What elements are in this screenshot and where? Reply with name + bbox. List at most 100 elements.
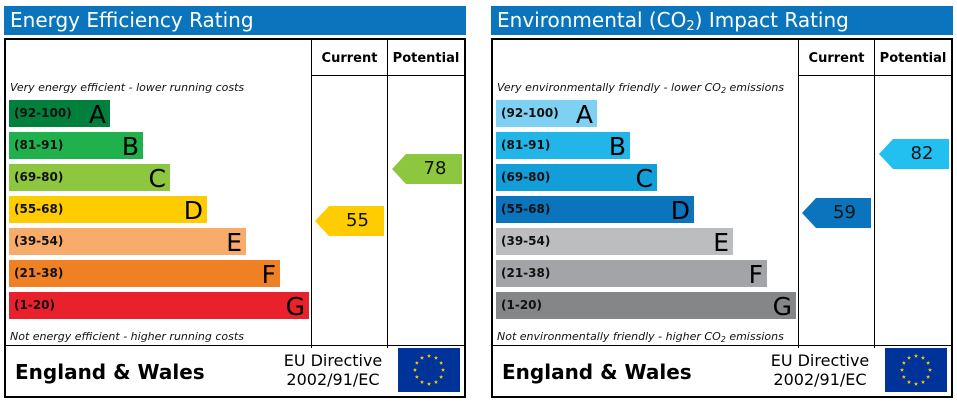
environmental-title: Environmental (CO2) Impact Rating: [491, 6, 953, 35]
energy-frame: Current Potential Very energy efficient …: [4, 38, 466, 398]
band-range: (39-54): [14, 234, 64, 248]
band-c: (69-80) C: [9, 164, 170, 193]
flag-star: [901, 374, 906, 379]
environmental-frame: Current Potential Very environmentally f…: [491, 38, 953, 398]
band-a: (92-100) A: [9, 100, 110, 129]
flag-star: [901, 360, 906, 365]
flag-star: [426, 381, 432, 386]
flag-star: [906, 379, 912, 384]
caption-subscript: 2: [720, 86, 727, 95]
band-d: (55-68) D: [9, 196, 207, 225]
band-d: (55-68) D: [496, 196, 694, 225]
flag-star: [440, 367, 446, 372]
band-letter: E: [713, 228, 729, 257]
band-letter: D: [670, 196, 690, 225]
flag-star: [439, 360, 444, 365]
title-prefix: Environmental (CO: [497, 8, 687, 32]
divider: [311, 75, 464, 76]
flag-star: [920, 379, 926, 384]
flag-star: [920, 355, 926, 360]
band-range: (92-100): [14, 106, 72, 120]
band-range: (81-91): [501, 138, 551, 152]
band-range: (1-20): [501, 298, 542, 312]
flag-star: [433, 355, 439, 360]
environmental-impact-panel: Environmental (CO2) Impact Rating Curren…: [491, 0, 953, 404]
top-caption: Very energy efficient - lower running co…: [10, 81, 245, 94]
band-letter: F: [261, 260, 276, 289]
divider: [387, 40, 388, 348]
caption-prefix: Not environmentally friendly - higher CO: [497, 330, 721, 343]
flag-star: [414, 374, 419, 379]
band-letter: A: [575, 100, 593, 129]
caption-subscript: 2: [720, 335, 726, 344]
bottom-caption: Not environmentally friendly - higher CO…: [497, 330, 784, 344]
band-c: (69-80) C: [496, 164, 657, 193]
caption-suffix: emissions: [726, 81, 785, 94]
band-letter: C: [635, 164, 653, 193]
band-range: (69-80): [14, 170, 64, 184]
title-subscript: 2: [686, 19, 695, 34]
flag-star: [927, 367, 933, 372]
band-range: (81-91): [14, 138, 64, 152]
band-letter: G: [772, 292, 792, 321]
band-letter: A: [88, 100, 106, 129]
flag-star: [913, 353, 919, 358]
potential-rating-value: 78: [423, 158, 447, 179]
caption-prefix: Very environmentally friendly - lower CO: [497, 81, 721, 94]
divider: [6, 345, 464, 346]
flag-star: [419, 379, 425, 384]
band-f: (21-38) F: [9, 260, 280, 289]
current-column-header: Current: [321, 51, 378, 66]
band-range: (69-80): [501, 170, 551, 184]
band-letter: E: [226, 228, 242, 257]
eu-directive: EU Directive 2002/91/EC: [765, 351, 875, 389]
band-b: (81-91) B: [496, 132, 630, 161]
directive-code: 2002/91/EC: [773, 370, 867, 389]
country-label: England & Wales: [502, 360, 692, 384]
flag-star: [906, 355, 912, 360]
band-range: (21-38): [14, 266, 64, 280]
current-rating-value: 59: [833, 202, 856, 223]
caption-suffix: emissions: [725, 330, 784, 343]
title-suffix: ) Impact Rating: [694, 8, 849, 32]
eu-flag-icon: [398, 348, 460, 392]
band-letter: D: [183, 196, 203, 225]
potential-rating-value: 82: [910, 143, 934, 164]
band-a: (92-100) A: [496, 100, 597, 129]
country-label: England & Wales: [15, 360, 205, 384]
flag-star: [426, 353, 432, 358]
directive-line: EU Directive: [283, 351, 383, 370]
current-rating-arrow: 59: [802, 198, 871, 228]
current-column-header: Current: [808, 51, 865, 66]
directive-code: 2002/91/EC: [286, 370, 380, 389]
band-b: (81-91) B: [9, 132, 143, 161]
energy-efficiency-panel: Energy Efficiency Rating Current Potenti…: [4, 0, 466, 404]
flag-star: [926, 374, 931, 379]
eu-flag-icon: [885, 348, 947, 392]
divider: [493, 345, 951, 346]
band-g: (1-20) G: [9, 292, 309, 321]
potential-rating-arrow: 82: [879, 139, 949, 169]
divider: [311, 40, 312, 348]
divider: [874, 40, 875, 348]
flag-star: [414, 360, 419, 365]
band-letter: F: [748, 260, 763, 289]
current-rating-value: 55: [346, 210, 369, 231]
band-range: (1-20): [14, 298, 55, 312]
top-caption: Very environmentally friendly - lower CO…: [497, 81, 784, 95]
divider: [798, 40, 799, 348]
divider: [798, 75, 951, 76]
flag-star: [439, 374, 444, 379]
band-g: (1-20) G: [496, 292, 796, 321]
directive-line: EU Directive: [770, 351, 870, 370]
flag-star: [899, 367, 905, 372]
eu-directive: EU Directive 2002/91/EC: [278, 351, 388, 389]
bottom-caption: Not energy efficient - higher running co…: [10, 330, 244, 343]
potential-column-header: Potential: [392, 51, 460, 66]
flag-star: [913, 381, 919, 386]
energy-title: Energy Efficiency Rating: [4, 6, 466, 35]
flag-star: [433, 379, 439, 384]
band-range: (21-38): [501, 266, 551, 280]
flag-star: [926, 360, 931, 365]
band-range: (39-54): [501, 234, 551, 248]
